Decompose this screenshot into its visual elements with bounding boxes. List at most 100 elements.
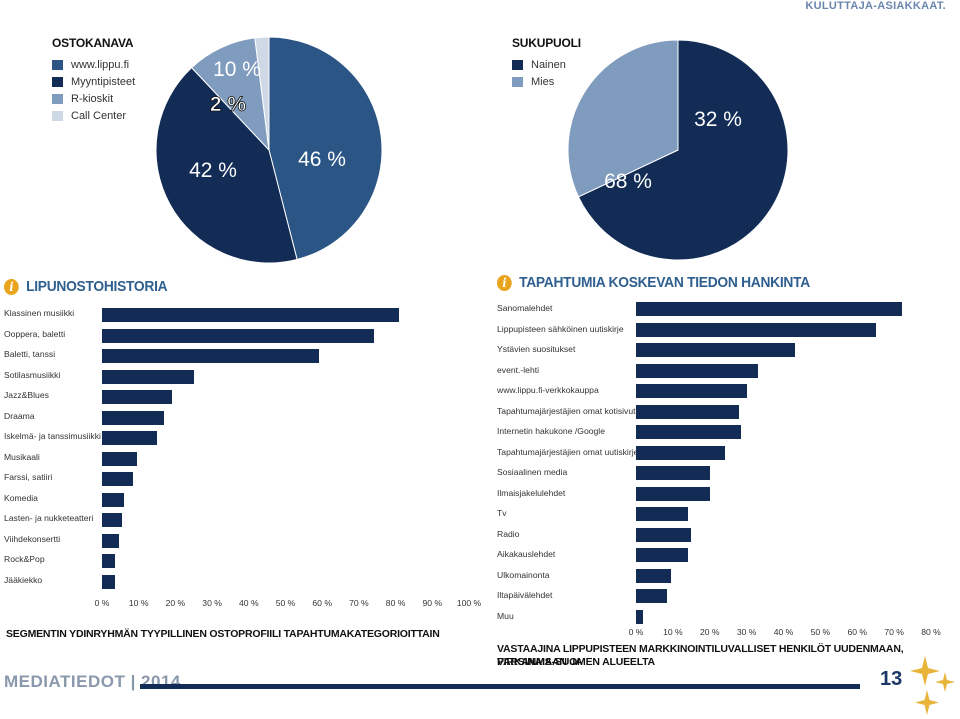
left-caption: SEGMENTIN YDINRYHMÄN TYYPILLINEN OSTOPRO… (6, 628, 440, 640)
category-label: Jääkiekko (4, 574, 43, 585)
legend-label: Call Center (71, 109, 127, 122)
legend-item: Call Center (52, 107, 135, 124)
category-label: event.-lehti (497, 364, 540, 375)
axis-tick-label: 30 % (202, 598, 222, 608)
pie-label: 2 % (210, 93, 247, 116)
pie-slice (254, 36, 270, 151)
legend-swatch (512, 59, 523, 70)
bar (102, 390, 172, 404)
category-label: Ooppera, baletti (4, 328, 66, 339)
category-label: Lasten- ja nukketeatteri (4, 513, 94, 523)
legend-swatch (52, 110, 63, 121)
tapahtumia-header-text: TAPAHTUMIA KOSKEVAN TIEDON HANKINTA (519, 274, 810, 291)
bar (636, 507, 688, 521)
axis-tick-label: 80 % (921, 627, 941, 637)
axis-tick-label: 50 % (810, 627, 831, 637)
axis-tick-label: 100 % (456, 598, 482, 608)
bar (102, 308, 400, 322)
category-label: Tapahtumajärjestäjien omat uutiskirjeet (497, 446, 646, 457)
bar (636, 589, 668, 603)
category-label: Rock&Pop (4, 554, 45, 564)
legend-item: R-kioskit (52, 90, 135, 107)
bar (102, 451, 137, 466)
legend-item: Mies (512, 73, 566, 90)
category-label: Aikakauslehdet (497, 549, 556, 559)
axis-tick-label: 90 % (422, 598, 443, 608)
bar (102, 328, 374, 343)
bar (102, 554, 115, 568)
pie-label: 32 % (694, 108, 742, 131)
category-label: Komedia (4, 492, 38, 503)
pie-slice (577, 39, 789, 261)
pie-label: 68 % (604, 170, 652, 193)
legend-label: R-kioskit (71, 92, 114, 105)
footer-divider (140, 684, 860, 689)
sukupuoli-legend: Nainen Mies (512, 56, 566, 90)
category-label: Internetin hakukone /Google (497, 426, 605, 436)
legend-label: Mies (531, 75, 555, 88)
sukupuoli-pie: 68 % 32 % (567, 39, 789, 261)
right-caption-2: VARSINAIS-SUOMEN ALUEELTA (497, 656, 655, 668)
lipunosto-header-text: LIPUNOSTOHISTORIA (26, 278, 168, 295)
bar (636, 568, 672, 583)
bar (636, 609, 644, 624)
category-label: Klassinen musiikki (4, 308, 75, 318)
pie-label: 46 % (298, 148, 346, 171)
category-label: Tapahtumajärjestäjien omat kotisivut (497, 405, 636, 416)
category-label: Sotilasmusiikki (4, 369, 61, 380)
info-icon: i (497, 274, 512, 291)
legend-item: www.lippu.fi (52, 56, 135, 73)
pie-label: 10 % (213, 58, 261, 81)
axis-tick-label: 0 % (94, 598, 110, 608)
bar (102, 369, 194, 384)
bar (102, 533, 119, 548)
axis-tick-label: 30 % (736, 627, 757, 637)
bar (636, 425, 742, 439)
bar (102, 349, 319, 363)
pie-label: 42 % (189, 159, 237, 182)
category-label: Ulkomainonta (497, 569, 550, 580)
legend-item: Myyntipisteet (52, 73, 135, 90)
axis-tick-label: 40 % (773, 627, 794, 637)
bar (636, 302, 902, 316)
page-number: 13 (880, 668, 903, 690)
axis-tick-label: 50 % (275, 598, 296, 608)
pie-slice (567, 39, 679, 198)
pie-slice (190, 37, 270, 152)
legend-label: Nainen (531, 58, 566, 71)
mediatiedot-label: MEDIATIEDOT | 2014 (4, 672, 181, 691)
bar (102, 472, 134, 486)
legend-label: www.lippu.fi (71, 58, 130, 71)
bar (636, 548, 688, 562)
category-label: Iskelmä- ja tanssimusiikki (4, 431, 101, 441)
axis-tick-label: 20 % (699, 627, 720, 637)
axis-tick-label: 10 % (128, 598, 149, 608)
category-label: Muu (497, 610, 514, 621)
category-label: Sanomalehdet (497, 303, 553, 313)
legend-item: Nainen (512, 56, 566, 73)
category-label: Radio (497, 528, 520, 539)
axis-tick-label: 40 % (239, 598, 259, 608)
top-tag: KULUTTAJA-ASIAKKAAT. (805, 0, 946, 12)
legend-label: Myyntipisteet (71, 75, 136, 88)
bar (636, 486, 710, 501)
category-label: Musikaali (4, 451, 40, 462)
axis-tick-label: 10 % (663, 627, 683, 637)
bar (636, 322, 876, 337)
axis-tick-label: 60 % (847, 627, 868, 637)
bar (102, 492, 125, 507)
bar (636, 363, 758, 378)
bar (102, 410, 165, 425)
category-label: Tv (497, 508, 507, 518)
axis-tick-label: 0 % (628, 627, 644, 637)
category-label: Sosiaalinen media (497, 467, 568, 477)
axis-tick-label: 70 % (349, 598, 369, 608)
bar (636, 404, 740, 419)
category-label: Farssi, satiiri (4, 472, 53, 482)
bar (636, 527, 692, 542)
sukupuoli-title: SUKUPUOLI (512, 36, 581, 50)
sparkle-decoration-icon (910, 656, 955, 715)
legend-swatch (52, 59, 63, 70)
category-label: Iltapäivälehdet (497, 590, 553, 600)
ostokanava-pie: 46 % 42 % 10 % 2 % (155, 36, 383, 264)
